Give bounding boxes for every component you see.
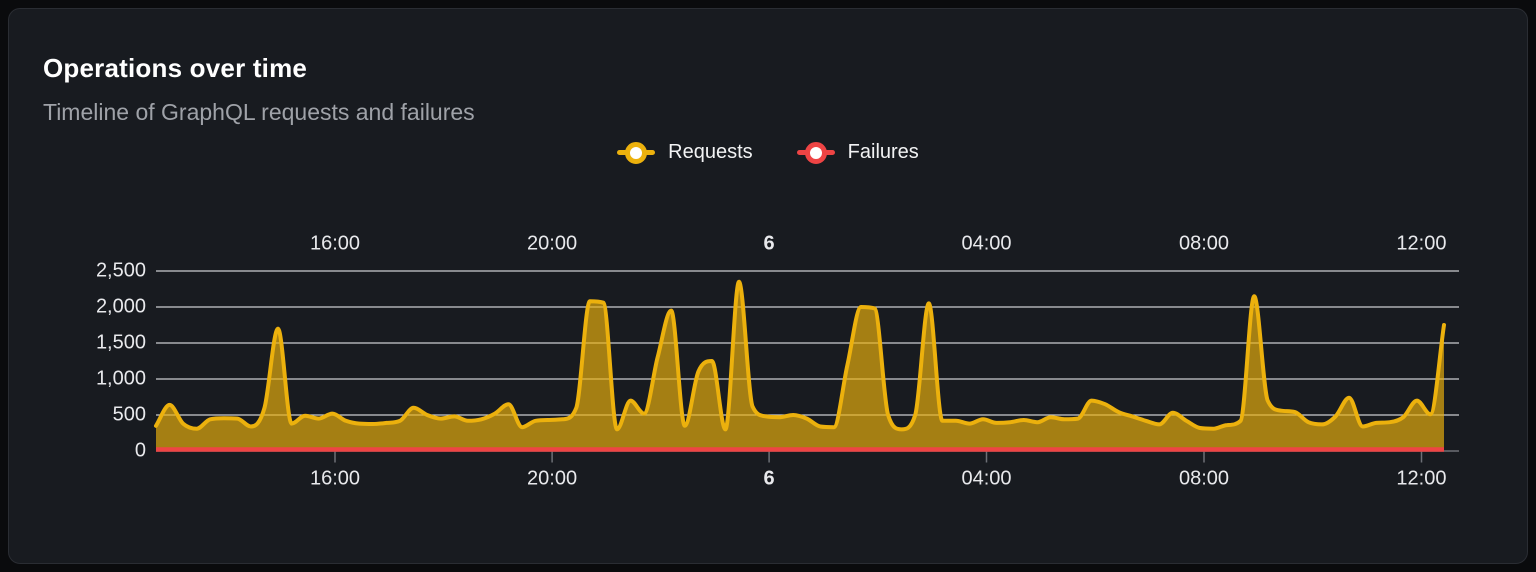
x-axis-label-top: 08:00: [1179, 232, 1230, 255]
operations-panel: Operations over time Timeline of GraphQL…: [8, 8, 1528, 564]
x-axis-label-bottom: 12:00: [1396, 467, 1447, 490]
y-axis-label: 1,000: [95, 367, 146, 390]
x-axis-label-bottom: 16:00: [310, 467, 361, 490]
panel-title: Operations over time: [43, 53, 308, 83]
chart-svg: [154, 270, 1459, 463]
requests-marker-ring: [625, 141, 648, 164]
x-axis-label-top: 16:00: [310, 232, 361, 255]
x-axis-label-bottom: 08:00: [1179, 467, 1230, 490]
y-axis-label: 2,500: [95, 259, 146, 282]
legend-label-requests: Requests: [668, 141, 753, 163]
y-axis-label: 500: [112, 403, 146, 426]
requests-series-marker-icon: [617, 141, 656, 164]
failures-marker-ring: [804, 141, 827, 164]
x-axis-label-top: 6: [763, 232, 775, 255]
x-axis-label-top: 20:00: [527, 232, 578, 255]
x-axis-label-bottom: 20:00: [527, 467, 578, 490]
y-axis-label: 0: [134, 439, 146, 462]
legend-item-requests[interactable]: Requests: [617, 141, 753, 164]
legend-label-failures: Failures: [847, 141, 919, 163]
x-axis-label-top: 12:00: [1396, 232, 1447, 255]
x-axis-label-bottom: 6: [763, 467, 775, 490]
chart-area: 16:00 16:00 20:00 20:00 6 6 04:00 04:00 08:00 08:…: [9, 9, 1529, 565]
panel-subtitle: Timeline of GraphQL requests and failure…: [43, 99, 475, 125]
failures-series-marker-icon: [796, 141, 835, 164]
requests-line: [154, 279, 1446, 432]
y-axis-label: 2,000: [95, 295, 146, 318]
y-axis-label: 1,500: [95, 331, 146, 354]
legend: Requests Failures: [9, 141, 1527, 164]
legend-item-failures[interactable]: Failures: [796, 141, 919, 164]
x-axis-label-top: 04:00: [961, 232, 1012, 255]
x-axis-label-bottom: 04:00: [961, 467, 1012, 490]
